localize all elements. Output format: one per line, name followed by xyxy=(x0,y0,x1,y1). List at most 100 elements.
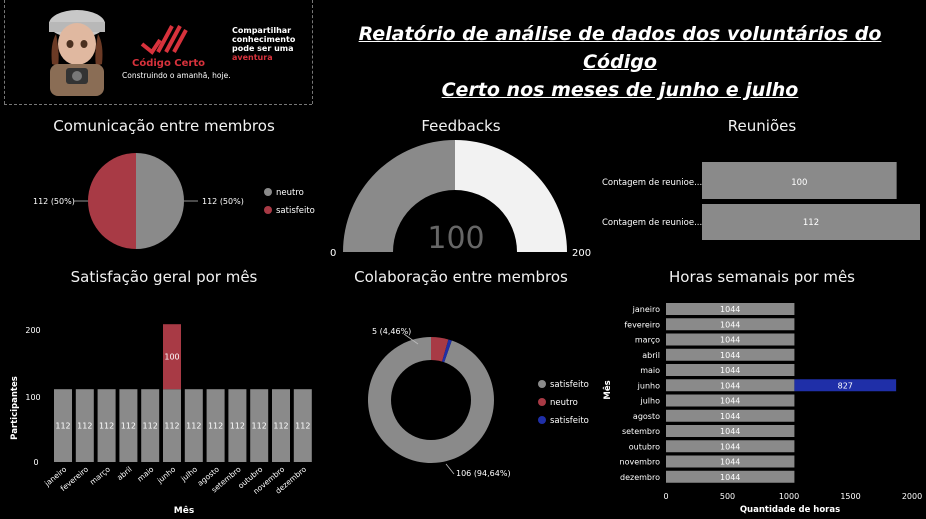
horas-bar-outubro xyxy=(666,440,795,453)
satisfacao-bar-setembro xyxy=(228,389,247,462)
slogan-line-3: pode ser uma xyxy=(232,44,294,53)
feedbacks-title: Feedbacks xyxy=(421,117,501,135)
satisfacao-bars: 112janeiro112fevereiro112março112abril11… xyxy=(42,324,312,496)
pie-label-right: 112 (50%) xyxy=(202,197,244,206)
avatar xyxy=(36,4,118,96)
horas-y-tick-julho: julho xyxy=(640,397,661,406)
satisfacao-bar-label-outubro: 112 xyxy=(252,422,267,431)
brand-name: Código Certo xyxy=(132,58,206,69)
horas-bar-label-janeiro: 1044 xyxy=(720,305,740,314)
satisfacao-x-tick-maio: maio xyxy=(135,464,155,483)
colaboracao-donut-chart: 5 (4,46%) 106 (94,64%) satisfeito neutro… xyxy=(368,327,589,478)
horas-x-ticks: 0 500 1000 1500 2000 xyxy=(663,492,922,501)
satisfacao-bar-label-novembro: 112 xyxy=(273,422,288,431)
horas-y-tick-setembro: setembro xyxy=(622,427,660,436)
donut-label-big: 106 (94,64%) xyxy=(456,469,511,478)
reunioes-bar-2 xyxy=(702,204,920,240)
donut-hole xyxy=(391,360,471,440)
brand-logo xyxy=(138,22,188,56)
donut-label-small: 5 (4,46%) xyxy=(372,327,411,336)
horas-bar-label-julho: 1044 xyxy=(720,397,740,406)
horas-bar-janeiro xyxy=(666,303,795,315)
comunicacao-pie-chart: 112 (50%) 112 (50%) neutro satisfeito xyxy=(33,153,315,249)
legend-label-satisfeito: satisfeito xyxy=(276,206,315,216)
legend-label-satisfeito-blue: satisfeito xyxy=(550,416,589,426)
gauge-value-label: 100 xyxy=(427,221,484,256)
horas-bar-maio xyxy=(666,364,795,376)
satisfacao-x-tick-março: março xyxy=(88,464,112,486)
satisfacao-bar-label-abril: 112 xyxy=(121,422,136,431)
horas-bar-abril xyxy=(666,348,795,361)
horas-x-axis-title: Quantidade de horas xyxy=(740,505,840,515)
legend-marker-satisfeito xyxy=(264,206,272,214)
colaboracao-title: Colaboração entre membros xyxy=(354,268,568,286)
satisfacao-bar-agosto xyxy=(206,389,225,462)
satisfacao-y-axis-title: Participantes xyxy=(10,376,20,440)
horas-y-tick-março: março xyxy=(635,336,660,345)
donut-leader-big xyxy=(445,463,455,475)
horas-y-tick-outubro: outubro xyxy=(629,442,660,451)
brand-tagline: Construindo o amanhã, hoje. xyxy=(122,71,231,80)
gauge-min-label: 0 xyxy=(330,248,336,259)
satisfacao-bar-fevereiro xyxy=(75,389,94,462)
horas-bar-label-dezembro: 1044 xyxy=(720,473,740,482)
legend-marker-neutro xyxy=(264,188,272,196)
horas-bar-label-fevereiro: 1044 xyxy=(720,320,740,329)
frame-left-border xyxy=(4,0,5,104)
legend-marker-satisfeito-gray xyxy=(538,380,546,388)
horas-y-tick-novembro: novembro xyxy=(620,458,661,467)
header-divider xyxy=(4,104,312,105)
horas-y-tick-fevereiro: fevereiro xyxy=(624,320,660,329)
legend-label-neutro: neutro xyxy=(550,398,578,408)
satisfacao-extra-label: 100 xyxy=(164,353,179,362)
satisfacao-bar-novembro xyxy=(272,389,290,462)
satisfacao-bar-maio xyxy=(141,389,160,462)
slogan-line-2: conhecimento xyxy=(232,35,296,44)
satisfacao-x-tick-abril: abril xyxy=(115,465,134,483)
satisfacao-y-tick-0: 0 xyxy=(33,458,38,467)
legend-label-satisfeito-gray: satisfeito xyxy=(550,380,589,390)
satisfacao-bar-label-janeiro: 112 xyxy=(55,422,70,431)
horas-bar-julho xyxy=(666,394,795,407)
reunioes-bar-1 xyxy=(702,162,897,199)
satisfacao-bar-label-março: 112 xyxy=(99,422,114,431)
horas-bar-dezembro xyxy=(666,470,795,483)
satisfacao-y-tick-200: 200 xyxy=(25,326,40,335)
horas-x-tick-2000: 2000 xyxy=(902,492,922,501)
horas-y-tick-janeiro: janeiro xyxy=(632,305,660,314)
frame-divider xyxy=(312,0,313,104)
legend-label-neutro: neutro xyxy=(276,188,304,198)
horas-y-tick-junho: junho xyxy=(637,381,660,390)
satisfacao-bar-junho xyxy=(163,389,181,462)
horas-bar-label-agosto: 1044 xyxy=(720,412,740,421)
horas-bar-label-setembro: 1044 xyxy=(720,427,740,436)
satisfacao-bar-extra-junho xyxy=(163,324,181,390)
satisfacao-bar-março xyxy=(97,389,116,462)
horas-bars: janeiro 1044 fevereiro 1044 março 1044 abril 10… xyxy=(620,303,897,483)
reunioes-bar-chart: Contagem de reunioe... Contagem de reuni… xyxy=(602,162,920,240)
horas-bar-label-junho: 1044 xyxy=(720,381,740,390)
satisfacao-title: Satisfação geral por mês xyxy=(70,268,258,286)
horas-bar-extra-junho xyxy=(794,379,897,392)
satisfacao-column-chart: Participantes 0 100 200 Mês 112janeiro11… xyxy=(10,324,312,516)
pie-slice-satisfeito xyxy=(88,153,136,249)
horas-x-tick-0: 0 xyxy=(663,492,668,501)
slogan-line-1: Compartilhar xyxy=(232,26,292,35)
satisfacao-bar-label-setembro: 112 xyxy=(230,422,245,431)
slogan: Compartilhar conhecimento pode ser uma a… xyxy=(232,26,295,62)
horas-bar-março xyxy=(666,333,795,346)
donut-leader-small xyxy=(403,333,419,345)
satisfacao-bar-label-dezembro: 112 xyxy=(295,422,310,431)
feedbacks-gauge: 0 200 100 xyxy=(330,140,591,259)
reunioes-row-label-1: Contagem de reunioe... xyxy=(602,178,702,188)
horas-bar-label-março: 1044 xyxy=(720,336,740,345)
horas-title: Horas semanais por mês xyxy=(669,268,855,286)
legend-marker-neutro xyxy=(538,398,546,406)
report-title-line-1: Relatório de análise de dados dos volunt… xyxy=(358,23,882,73)
comunicacao-title: Comunicação entre membros xyxy=(53,117,275,135)
report-title: Relatório de análise de dados dos volunt… xyxy=(330,20,910,104)
horas-bar-agosto xyxy=(666,409,795,422)
gauge-max-label: 200 xyxy=(572,248,591,259)
horas-bar-label-outubro: 1044 xyxy=(720,442,740,451)
horas-bar-junho xyxy=(666,379,795,392)
